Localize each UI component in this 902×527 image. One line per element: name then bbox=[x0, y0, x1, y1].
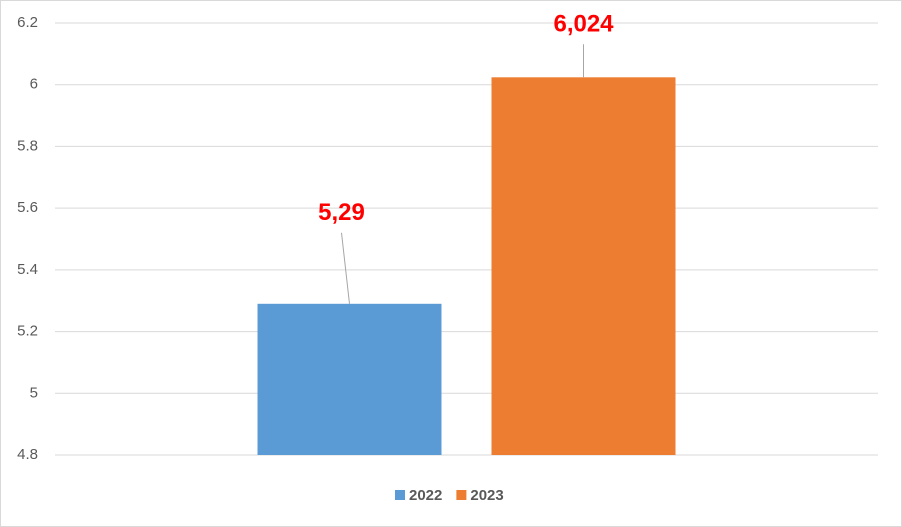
y-tick-label: 6 bbox=[30, 76, 38, 93]
data-label: 5,29 bbox=[318, 199, 365, 226]
y-tick-label: 5 bbox=[30, 384, 38, 401]
y-tick-label: 6.2 bbox=[17, 14, 38, 31]
y-tick-label: 5.2 bbox=[17, 323, 38, 340]
legend-label: 2022 bbox=[409, 487, 442, 504]
bar bbox=[257, 303, 442, 455]
y-tick-label: 5.6 bbox=[17, 199, 38, 216]
y-tick-label: 5.4 bbox=[17, 261, 38, 278]
y-tick-label: 4.8 bbox=[17, 446, 38, 463]
bar bbox=[491, 77, 676, 456]
leader-line bbox=[341, 232, 350, 304]
legend-label: 2023 bbox=[470, 487, 503, 504]
y-tick-label: 5.8 bbox=[17, 137, 38, 154]
legend-swatch bbox=[395, 490, 405, 500]
legend-swatch bbox=[456, 490, 467, 500]
data-label: 6,024 bbox=[553, 11, 614, 38]
